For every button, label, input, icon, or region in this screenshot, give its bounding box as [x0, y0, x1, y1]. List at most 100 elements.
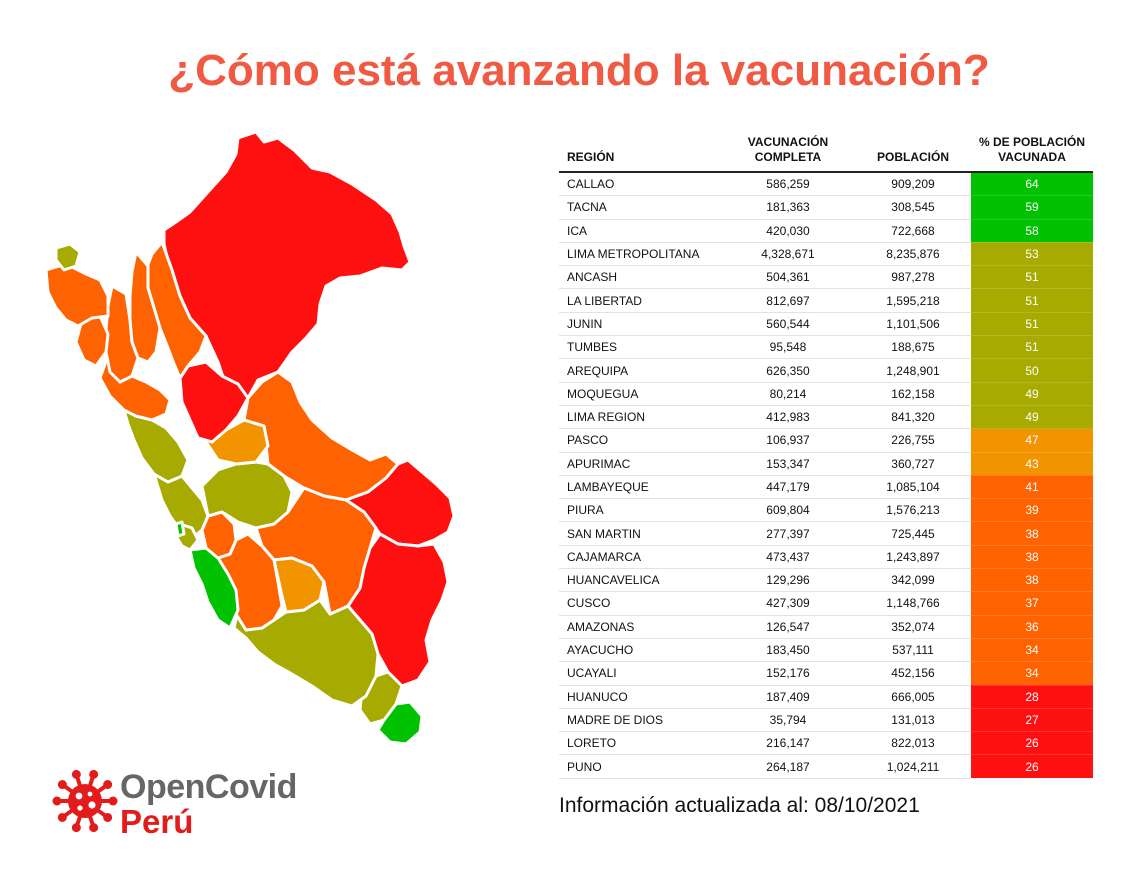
region-cell: UCAYALI — [559, 661, 721, 686]
table-row: ANCASH 504,361 987,278 51 — [559, 265, 1093, 290]
poblacion-cell: 188,675 — [855, 335, 971, 360]
vacunacion-cell: 183,450 — [721, 638, 855, 663]
header-poblacion: POBLACIÓN — [855, 129, 971, 173]
poblacion-cell: 1,243,897 — [855, 545, 971, 570]
percentage-cell: 58 — [971, 219, 1093, 243]
poblacion-cell: 537,111 — [855, 638, 971, 663]
region-cell: PASCO — [559, 428, 721, 453]
percentage-cell: 34 — [971, 638, 1093, 663]
vacunacion-cell: 586,259 — [721, 172, 855, 197]
table-row: SAN MARTIN 277,397 725,445 38 — [559, 521, 1093, 546]
percentage-cell: 38 — [971, 568, 1093, 593]
table-row: PIURA 609,804 1,576,213 39 — [559, 498, 1093, 523]
vacunacion-cell: 4,328,671 — [721, 242, 855, 267]
vacunacion-cell: 216,147 — [721, 731, 855, 756]
percentage-cell: 47 — [971, 428, 1093, 453]
vacunacion-cell: 812,697 — [721, 288, 855, 313]
poblacion-cell: 452,156 — [855, 661, 971, 686]
map-region-ancash — [122, 408, 190, 484]
map-region-callao — [174, 520, 186, 538]
region-cell: AMAZONAS — [559, 615, 721, 639]
region-cell: SAN MARTIN — [559, 521, 721, 546]
table-row: LIMA REGION 412,983 841,320 49 — [559, 405, 1093, 430]
vacunacion-cell: 473,437 — [721, 545, 855, 570]
region-cell: LIMA REGION — [559, 405, 721, 430]
header-vacunacion-line1: VACUNACIÓN — [747, 135, 829, 149]
percentage-cell: 51 — [971, 312, 1093, 337]
poblacion-cell: 162,158 — [855, 382, 971, 406]
vacunacion-cell: 277,397 — [721, 521, 855, 546]
map-region-apurimac — [272, 556, 326, 614]
poblacion-cell: 1,024,211 — [855, 754, 971, 779]
region-cell: CAJAMARCA — [559, 545, 721, 570]
region-cell: PIURA — [559, 498, 721, 523]
table-row: CAJAMARCA 473,437 1,243,897 38 — [559, 545, 1093, 570]
percentage-cell: 34 — [971, 661, 1093, 686]
virus-spike-tip — [71, 769, 81, 779]
region-cell: LA LIBERTAD — [559, 288, 721, 313]
virus-spike-tip — [57, 812, 67, 822]
vacunacion-cell: 626,350 — [721, 358, 855, 383]
poblacion-cell: 1,085,104 — [855, 475, 971, 500]
region-cell: TUMBES — [559, 335, 721, 360]
virus-spike-tip — [71, 823, 81, 833]
vacunacion-cell: 126,547 — [721, 615, 855, 639]
table-row: PASCO 106,937 226,755 47 — [559, 428, 1093, 453]
poblacion-cell: 666,005 — [855, 685, 971, 709]
page-title: ¿Cómo está avanzando la vacunación? — [168, 46, 990, 95]
poblacion-cell: 8,235,876 — [855, 242, 971, 267]
vacunacion-cell: 412,983 — [721, 405, 855, 430]
table-row: AREQUIPA 626,350 1,248,901 50 — [559, 358, 1093, 383]
vacunacion-cell: 153,347 — [721, 452, 855, 476]
table-row: LA LIBERTAD 812,697 1,595,218 51 — [559, 288, 1093, 313]
region-cell: AREQUIPA — [559, 358, 721, 383]
region-cell: AYACUCHO — [559, 638, 721, 663]
region-cell: MADRE DE DIOS — [559, 708, 721, 733]
vacunacion-cell: 106,937 — [721, 428, 855, 453]
poblacion-cell: 909,209 — [855, 172, 971, 197]
header-porcentaje-line2: VACUNADA — [998, 150, 1066, 164]
map-region-arequipa — [232, 598, 380, 708]
vacunacion-cell: 152,176 — [721, 661, 855, 686]
vacunacion-cell: 181,363 — [721, 195, 855, 220]
vacunacion-cell: 420,030 — [721, 219, 855, 243]
percentage-cell: 50 — [971, 358, 1093, 383]
poblacion-cell: 131,013 — [855, 708, 971, 733]
logo-line2: Perú — [120, 803, 194, 840]
header-porcentaje: % DE POBLACIÓN VACUNADA — [971, 129, 1093, 173]
virus-spike-tip — [57, 780, 67, 790]
virus-spike-tip — [89, 769, 99, 779]
vacunacion-cell: 504,361 — [721, 265, 855, 290]
map-region-tacna — [376, 700, 424, 746]
header-region: REGIÓN — [559, 129, 721, 173]
region-cell: LORETO — [559, 731, 721, 756]
percentage-cell: 41 — [971, 475, 1093, 500]
vacunacion-cell: 187,409 — [721, 685, 855, 709]
region-cell: APURIMAC — [559, 452, 721, 476]
poblacion-cell: 841,320 — [855, 405, 971, 430]
region-cell: HUANUCO — [559, 685, 721, 709]
table-row: ICA 420,030 722,668 58 — [559, 219, 1093, 243]
poblacion-cell: 1,248,901 — [855, 358, 971, 383]
table-header-row: REGIÓN VACUNACIÓN COMPLETA POBLACIÓN % D… — [559, 129, 1093, 173]
poblacion-cell: 308,545 — [855, 195, 971, 220]
poblacion-cell: 352,074 — [855, 615, 971, 639]
map-region-tumbes — [54, 242, 82, 272]
virus-spike-tip — [103, 780, 113, 790]
percentage-cell: 59 — [971, 195, 1093, 220]
vacunacion-cell: 35,794 — [721, 708, 855, 733]
table-body: CALLAO 586,259 909,209 64 TACNA 181,363 308,54… — [559, 172, 1093, 779]
vacunacion-cell: 129,296 — [721, 568, 855, 593]
region-cell: LAMBAYEQUE — [559, 475, 721, 500]
map-region-huanuco — [178, 360, 250, 444]
percentage-cell: 53 — [971, 242, 1093, 267]
update-date-text: Información actualizada al: 08/10/2021 — [559, 794, 920, 817]
table-row: CALLAO 586,259 909,209 64 — [559, 172, 1093, 197]
table-row: AMAZONAS 126,547 352,074 36 — [559, 615, 1093, 639]
poblacion-cell: 1,101,506 — [855, 312, 971, 337]
poblacion-cell: 342,099 — [855, 568, 971, 593]
region-cell: ANCASH — [559, 265, 721, 290]
peru-map — [44, 130, 456, 746]
percentage-cell: 49 — [971, 382, 1093, 406]
percentage-cell: 51 — [971, 265, 1093, 290]
